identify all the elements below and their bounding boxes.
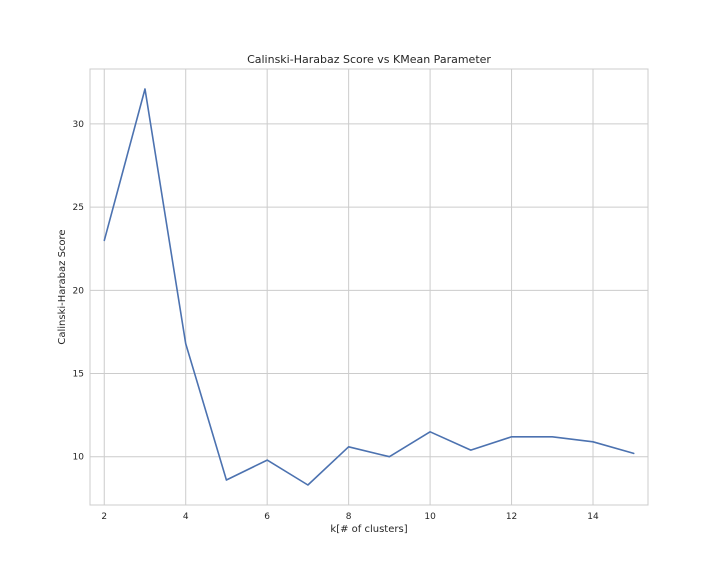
x-tick-label: 2	[101, 512, 107, 522]
x-axis-label: k[# of clusters]	[330, 524, 407, 535]
grid-lines	[90, 69, 648, 505]
x-tick-label: 8	[346, 512, 352, 522]
y-tick-label: 25	[73, 203, 84, 213]
y-tick-label: 15	[73, 370, 84, 380]
plot-area	[89, 68, 649, 506]
x-tick-label: 6	[264, 512, 270, 522]
x-tick-label: 10	[424, 512, 436, 522]
y-tick-label: 20	[73, 286, 85, 296]
chart-title: Calinski-Harabaz Score vs KMean Paramete…	[247, 53, 491, 66]
y-tick-label: 30	[73, 120, 85, 130]
x-tick-label: 4	[183, 512, 189, 522]
tick-labels: 2 4 6 8 10 12 14 10 15 20 25 30	[73, 120, 599, 522]
x-tick-label: 14	[587, 512, 599, 522]
x-tick-label: 12	[506, 512, 517, 522]
y-tick-label: 10	[73, 453, 85, 463]
y-axis-label: Calinski-Harabaz Score	[57, 229, 68, 344]
series-line	[103, 88, 635, 486]
data-series	[103, 88, 635, 486]
